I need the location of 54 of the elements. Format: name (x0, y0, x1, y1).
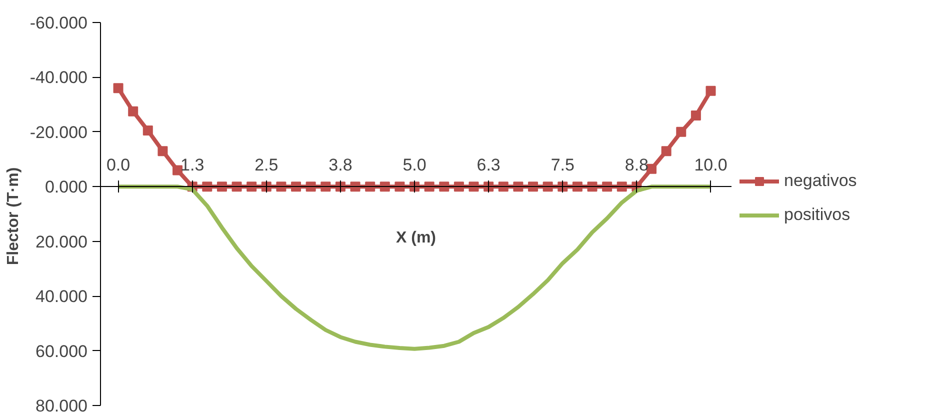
point (690, 110, 701, 121)
point (113, 83, 124, 94)
y-tick-label: 60.000 (36, 342, 88, 361)
y-tick-label: 20.000 (36, 232, 88, 252)
point (172, 165, 183, 176)
x-tick-label: 5.0 (402, 156, 426, 175)
point (706, 86, 716, 96)
point (350, 182, 360, 192)
point (542, 182, 553, 192)
point (439, 182, 450, 192)
point (380, 182, 390, 192)
y-tick-label: -20.000 (30, 122, 88, 142)
x-axis-title: X (m) (396, 230, 436, 247)
x-tick-label: 6.3 (476, 156, 500, 175)
point (513, 182, 524, 192)
point (232, 182, 242, 192)
y-tick-label: -40.000 (30, 68, 88, 88)
x-tick-label: 0.0 (106, 156, 130, 175)
y-tick-label: 40.000 (36, 287, 88, 306)
point (246, 182, 257, 192)
point (602, 182, 612, 192)
x-tick-label: 10.0 (694, 156, 728, 175)
y-tick-label: 80.000 (36, 396, 88, 416)
point (572, 182, 582, 192)
y-tick-label: 0.000 (44, 178, 88, 197)
point (394, 182, 405, 192)
point (528, 182, 538, 192)
point (128, 106, 138, 116)
point (320, 182, 331, 192)
legend-label: negativos (784, 171, 857, 191)
point (216, 182, 227, 192)
point (276, 182, 286, 192)
point (158, 146, 168, 156)
point (306, 182, 316, 192)
x-tick-label: 7.5 (550, 156, 574, 175)
point (454, 182, 464, 192)
point (365, 182, 376, 192)
x-tick-label: 3.8 (328, 156, 352, 175)
point (587, 182, 598, 192)
point (424, 182, 434, 192)
y-tick-label: -60.000 (30, 14, 88, 32)
point (468, 182, 479, 192)
x-tick-label: 1.3 (180, 156, 204, 175)
point (616, 182, 627, 192)
point (661, 146, 672, 156)
point (142, 126, 153, 136)
y-axis-title: Flector (T·m) (4, 167, 22, 266)
x-tick-label: 2.5 (254, 156, 278, 175)
point (498, 182, 508, 192)
point (291, 182, 302, 192)
x-tick-label: 8.8 (624, 156, 649, 175)
legend-label: positivos (784, 205, 850, 225)
point (202, 182, 212, 192)
point (676, 126, 686, 137)
